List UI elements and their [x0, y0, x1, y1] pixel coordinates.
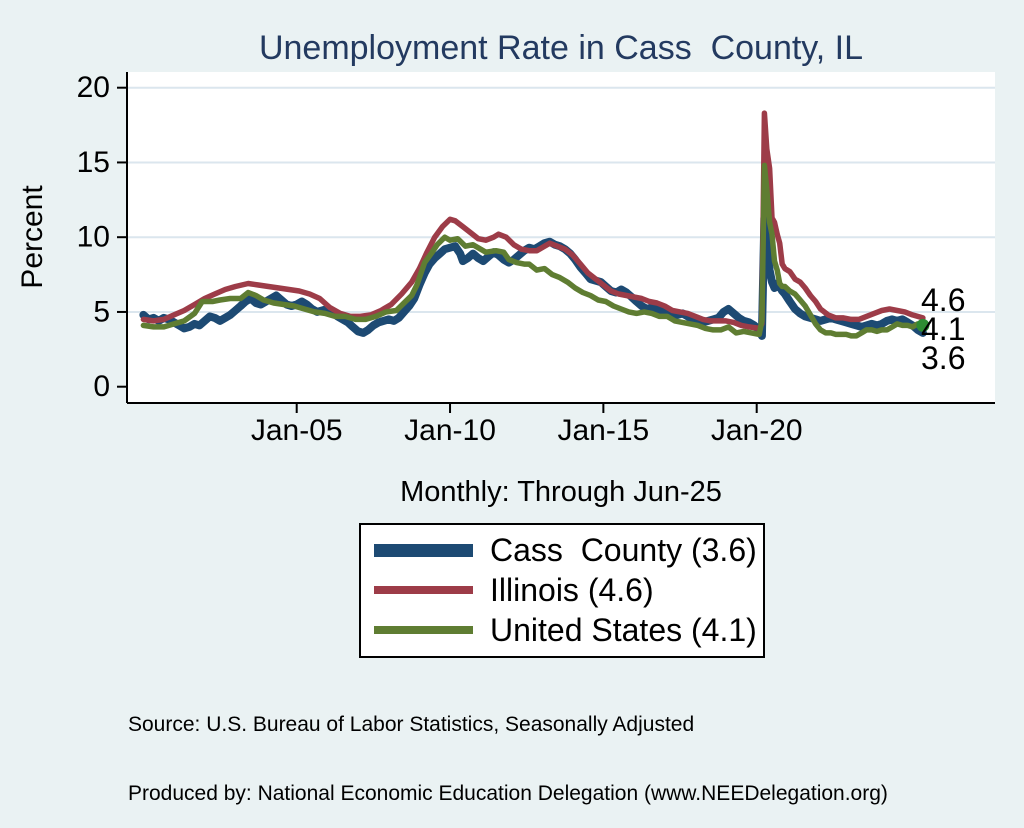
x-tick-label-Jan-05: Jan-05 [251, 414, 343, 447]
source-note: Source: U.S. Bureau of Labor Statistics,… [128, 667, 888, 828]
legend-label-illinois: Illinois (4.6) [490, 571, 654, 608]
y-tick-label-15: 15 [77, 146, 110, 179]
line-illinois [140, 110, 926, 332]
legend-item-united-states: United States (4.1) [374, 612, 763, 649]
y-tick-label-20: 20 [77, 71, 110, 104]
unemployment-line-chart: 0 5 10 15 20 Jan-05 Jan-10 Jan-15 Jan-20 Percent… [16, 71, 995, 447]
legend-label-united-states: United States (4.1) [490, 611, 757, 648]
legend-label-cass-county: Cass County (3.6) [490, 532, 757, 569]
line-united-states [140, 162, 926, 339]
y-tick-label-10: 10 [77, 221, 110, 254]
legend-box: Cass County (3.6) Illinois (4.6) United … [359, 523, 765, 658]
cass-county-line-swatch [374, 544, 473, 558]
end-label-cass-county: 3.6 [921, 340, 965, 376]
end-marker-united-states [916, 318, 930, 332]
x-tick-label-Jan-10: Jan-10 [404, 414, 496, 447]
y-tick-label-5: 5 [93, 295, 110, 328]
chart-subtitle: Monthly: Through Jun-25 [400, 476, 722, 508]
tick-labels: 0 5 10 15 20 Jan-05 Jan-10 Jan-15 Jan-20 [77, 71, 803, 447]
source-line-2: Produced by: National Economic Education… [128, 782, 888, 805]
end-label-united-states: 4.1 [921, 311, 965, 347]
legend-item-cass-county: Cass County (3.6) [374, 532, 763, 569]
series-lines [139, 110, 930, 340]
x-tick-label-Jan-20: Jan-20 [711, 414, 803, 447]
chart-title: Unemployment Rate in Cass County, IL [258, 29, 864, 67]
source-line-1: Source: U.S. Bureau of Labor Statistics,… [128, 713, 695, 736]
illinois-line-swatch [374, 586, 473, 595]
gridlines [128, 86, 995, 313]
united-states-line-swatch [374, 626, 473, 635]
series-end-labels: 4.6 4.1 3.6 [921, 282, 965, 376]
end-label-illinois: 4.6 [921, 282, 965, 318]
tick-marks [117, 86, 758, 413]
x-tick-label-Jan-15: Jan-15 [557, 414, 649, 447]
legend-item-illinois: Illinois (4.6) [374, 572, 763, 609]
y-axis-title: Percent [16, 185, 49, 289]
y-tick-label-0: 0 [93, 370, 110, 403]
